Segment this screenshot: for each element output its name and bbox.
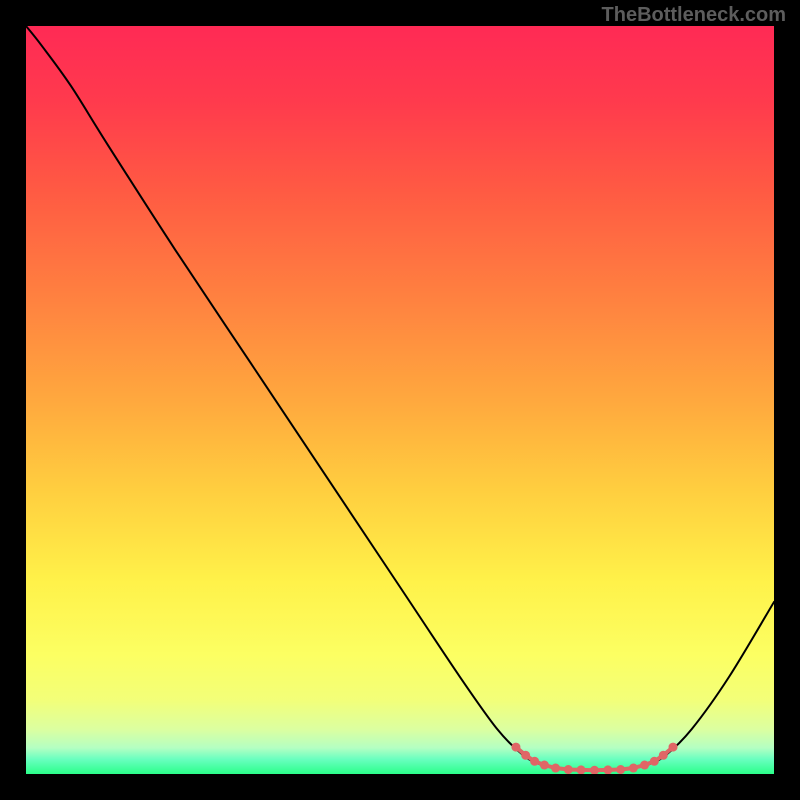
optimal-range-marker xyxy=(640,761,649,770)
optimal-range-marker xyxy=(669,743,678,752)
optimal-range-marker xyxy=(650,757,659,766)
optimal-range-marker xyxy=(659,751,668,760)
bottleneck-curve xyxy=(26,26,774,770)
optimal-range-marker xyxy=(521,751,530,760)
chart-container: { "meta": { "watermark_text": "TheBottle… xyxy=(0,0,800,800)
optimal-range-marker xyxy=(577,765,586,774)
optimal-range-marker xyxy=(530,757,539,766)
watermark-text: TheBottleneck.com xyxy=(602,4,786,27)
plot-area xyxy=(26,26,774,774)
optimal-range-marker xyxy=(540,761,549,770)
optimal-range-marker xyxy=(551,764,560,773)
optimal-range-marker xyxy=(603,765,612,774)
optimal-range-marker xyxy=(590,766,599,774)
optimal-range-marker xyxy=(511,743,520,752)
optimal-range-marker xyxy=(629,764,638,773)
optimal-range-marker xyxy=(564,765,573,774)
curve-layer xyxy=(26,26,774,774)
optimal-range-marker xyxy=(616,765,625,774)
